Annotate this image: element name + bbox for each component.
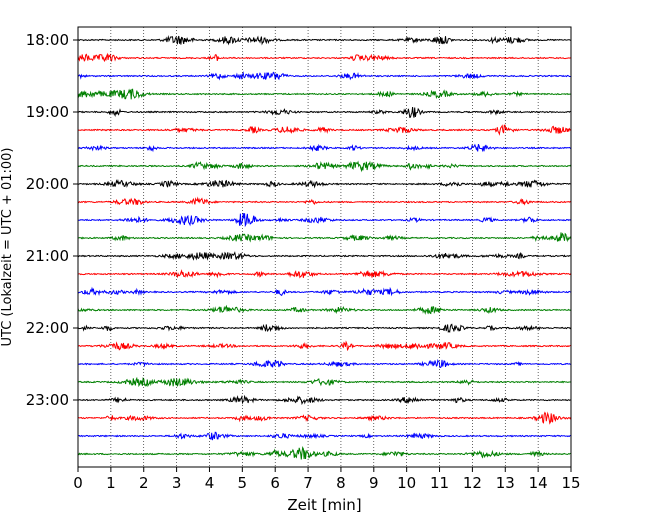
seismogram-trace — [77, 358, 571, 369]
seismogram-trace — [77, 269, 572, 279]
y-tick-label: 19:00 — [26, 103, 69, 121]
trace-group — [77, 35, 572, 460]
x-tick-label: 8 — [336, 474, 346, 492]
seismogram-trace — [77, 107, 572, 119]
x-tick-label: 9 — [369, 474, 379, 492]
seismogram-trace — [77, 286, 571, 297]
seismogram-trace — [77, 213, 572, 228]
seismogram-trace — [77, 160, 572, 173]
seismogram-trace — [77, 431, 571, 441]
seismogram-trace — [77, 251, 571, 261]
x-tick-label: 11 — [430, 474, 449, 492]
vertical-grid — [110, 27, 539, 467]
y-axis-title: UTC (Lokalzeit = UTC + 01:00) — [0, 148, 15, 347]
seismogram-trace — [77, 35, 572, 46]
x-tick-label: 14 — [529, 474, 548, 492]
x-tick-label: 0 — [73, 474, 83, 492]
seismogram-trace — [77, 143, 572, 153]
x-tick-label: 3 — [172, 474, 182, 492]
plot-frame — [77, 26, 572, 468]
seismogram-trace — [77, 196, 572, 206]
seismogram-trace — [77, 394, 571, 406]
seismogram-trace — [77, 178, 571, 189]
x-tick-label: 7 — [303, 474, 313, 492]
seismogram-trace — [77, 446, 571, 460]
x-tick-label: 12 — [463, 474, 482, 492]
x-tick-label: 5 — [238, 474, 248, 492]
seismogram-trace — [77, 304, 572, 315]
y-axis-ticks: 18:00 19:00 20:00 21:00 22:00 23:00 — [26, 31, 78, 409]
seismogram-trace — [77, 71, 571, 81]
y-tick-label: 23:00 — [26, 391, 69, 409]
x-tick-label: 15 — [561, 474, 580, 492]
x-tick-label: 1 — [106, 474, 116, 492]
seismogram-trace — [77, 52, 571, 63]
y-tick-label: 18:00 — [26, 31, 69, 49]
seismogram-trace — [77, 376, 571, 388]
x-tick-label: 2 — [139, 474, 149, 492]
x-tick-label: 4 — [205, 474, 215, 492]
seismogram-trace — [77, 323, 572, 334]
seismogram-trace — [77, 124, 572, 136]
x-tick-label: 10 — [397, 474, 416, 492]
y-tick-label: 21:00 — [26, 247, 69, 265]
x-tick-label: 6 — [270, 474, 280, 492]
y-tick-label: 20:00 — [26, 175, 69, 193]
seismogram-trace — [77, 88, 571, 100]
seismogram-trace — [77, 232, 572, 243]
seismogram-trace — [77, 411, 572, 425]
y-tick-label: 22:00 — [26, 319, 69, 337]
x-tick-label: 13 — [496, 474, 515, 492]
seismogram-trace — [77, 340, 571, 352]
x-axis-title: Zeit [min] — [287, 496, 361, 514]
x-axis-ticks: 0 1 2 3 4 5 6 7 8 9 10 11 12 13 14 15 — [73, 467, 581, 492]
